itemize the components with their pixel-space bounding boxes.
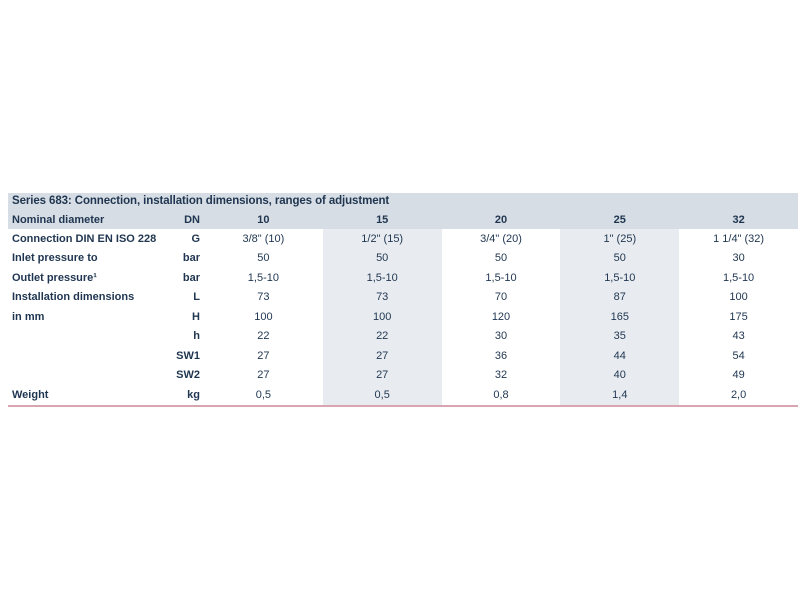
table-cell: 165	[560, 307, 680, 327]
row-unit: bar	[182, 271, 200, 284]
table-cell: 32	[494, 369, 508, 382]
table-cell: 27	[322, 346, 442, 366]
table-cell: 0,8	[493, 388, 509, 401]
table-row: Weight kg 0,5 0,5 0,8 1,4 2,0	[8, 385, 798, 405]
row-label: Weight	[12, 388, 49, 401]
spec-table-container: Series 683: Connection, installation dim…	[8, 193, 798, 407]
table-cell: 70	[494, 291, 508, 304]
table-cell: 40	[560, 365, 680, 385]
table-row: SW2 27 27 32 40 49	[8, 365, 798, 386]
table-cell: 30	[494, 330, 508, 343]
row-label: Outlet pressure¹	[12, 271, 97, 284]
table-cell: 27	[257, 349, 270, 362]
table-row: Nominal diameter DN 10 15 20 25 32	[8, 210, 798, 229]
table-row: h 22 22 30 35 43	[8, 326, 798, 347]
table-cell: 87	[560, 287, 680, 307]
table-cell: 0,5	[255, 388, 272, 401]
row-label	[8, 346, 151, 366]
table-cell: 22	[257, 330, 270, 343]
table-cell: 50	[257, 252, 270, 265]
table-cell: 49	[732, 369, 745, 382]
table-cell: 73	[322, 287, 442, 307]
table-row: Installation dimensions L 73 73 70 87 100	[8, 287, 798, 307]
table-row: SW1 27 27 36 44 54	[8, 346, 798, 366]
table-cell: 35	[560, 326, 680, 346]
row-label: Connection DIN EN ISO 228	[12, 232, 157, 245]
table-cell: 1,5-10	[485, 271, 517, 284]
table-cell: 50	[494, 252, 508, 265]
table-row: in mm H 100 100 120 165 175	[8, 307, 798, 327]
row-unit: kg	[187, 388, 200, 401]
table-cell: 50	[322, 248, 442, 268]
row-unit: G	[191, 232, 200, 245]
row-label	[8, 366, 151, 386]
table-cell: 50	[560, 248, 680, 268]
row-unit: h	[193, 330, 200, 343]
table-cell: 44	[560, 346, 680, 366]
table-cell: 100	[254, 310, 273, 323]
row-label: Installation dimensions	[12, 291, 135, 304]
table-bottom-rule	[8, 404, 798, 407]
table-cell: 1,5-10	[322, 268, 442, 288]
row-label: Inlet pressure to	[12, 252, 98, 265]
table-cell: 3/4" (20)	[480, 232, 522, 245]
table-cell: 27	[322, 365, 442, 385]
row-unit: SW1	[176, 349, 200, 362]
table-cell: 22	[322, 326, 442, 346]
table-cell: 1,4	[560, 385, 680, 405]
table-cell: 20	[441, 210, 561, 229]
table-cell: 1,5-10	[247, 271, 279, 284]
spec-table: Nominal diameter DN 10 15 20 25 32 Connection D…	[8, 210, 798, 405]
table-cell: 73	[257, 291, 270, 304]
table-cell: 43	[732, 330, 745, 343]
table-cell: 15	[322, 210, 442, 229]
table-cell: 1,5-10	[722, 271, 755, 284]
table-cell: 120	[491, 310, 511, 323]
table-cell: 100	[322, 307, 442, 327]
table-cell: 100	[729, 291, 748, 304]
row-label: Nominal diameter	[8, 210, 151, 229]
table-title: Series 683: Connection, installation dim…	[8, 193, 798, 210]
table-row: Outlet pressure¹ bar 1,5-10 1,5-10 1,5-10 1,5…	[8, 268, 798, 288]
table-cell: 1" (25)	[560, 229, 680, 249]
table-cell: 1,5-10	[560, 268, 680, 288]
table-cell: 1 1/4" (32)	[713, 232, 765, 245]
row-unit: DN	[151, 210, 204, 229]
row-label: in mm	[12, 310, 45, 323]
row-unit: H	[192, 310, 200, 323]
table-row: Inlet pressure to bar 50 50 50 50 30	[8, 248, 798, 268]
table-row: Connection DIN EN ISO 228 G 3/8" (10) 1/2" …	[8, 229, 798, 249]
table-cell: 10	[204, 210, 323, 229]
row-label	[8, 327, 151, 347]
table-cell: 27	[257, 369, 270, 382]
table-cell: 1/2" (15)	[322, 229, 442, 249]
table-cell: 36	[494, 349, 508, 362]
table-cell: 3/8" (10)	[242, 232, 285, 245]
table-cell: 0,5	[322, 385, 442, 405]
table-cell: 54	[732, 349, 745, 362]
table-cell: 25	[560, 210, 680, 229]
table-cell: 32	[679, 210, 798, 229]
row-unit: SW2	[176, 369, 200, 382]
table-cell: 2,0	[730, 388, 747, 401]
row-unit: bar	[182, 252, 200, 265]
table-cell: 30	[732, 252, 745, 265]
table-cell: 175	[729, 310, 748, 323]
row-unit: L	[193, 291, 200, 304]
